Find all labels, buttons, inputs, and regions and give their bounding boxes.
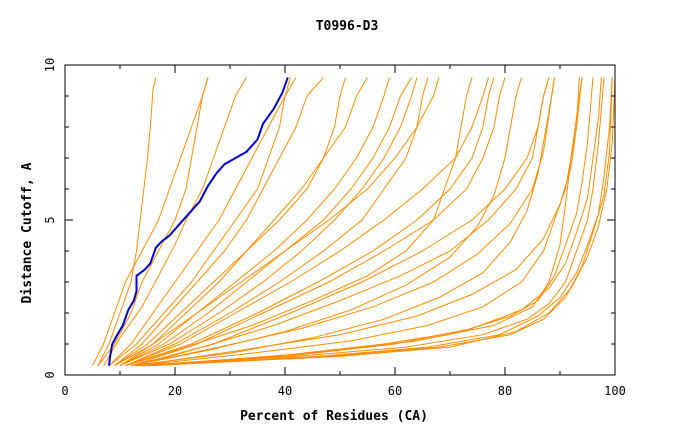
series-line-2 [92, 77, 209, 366]
series-line-7 [119, 77, 368, 367]
series-line-18 [147, 77, 583, 367]
series-line-26 [125, 77, 495, 367]
y-tick-label: 10 [43, 58, 57, 72]
series-line-20 [119, 77, 390, 367]
series-line-6 [114, 77, 324, 367]
y-axis-ticks: 0 5 10 [43, 58, 615, 379]
series-line-32 [130, 77, 555, 367]
series-line-16 [141, 77, 613, 367]
series-line-14 [136, 77, 594, 367]
series-curves [92, 77, 616, 367]
series-line-21 [130, 77, 506, 367]
x-tick-label: 40 [278, 384, 292, 398]
series-line-28 [147, 77, 613, 367]
series-line-24 [130, 77, 550, 367]
y-tick-label: 0 [43, 371, 57, 378]
x-tick-label: 20 [168, 384, 182, 398]
y-axis-label: Distance Cutoff, A [20, 162, 35, 303]
highlighted-series-line [108, 77, 289, 366]
series-line-8 [119, 77, 412, 367]
series-line-1 [97, 77, 157, 366]
chart-title: T0996-D3 [316, 19, 379, 34]
x-axis-label: Percent of Residues (CA) [240, 409, 428, 424]
series-line-23 [125, 77, 489, 367]
series-line-12 [130, 77, 555, 367]
series-line-9 [125, 77, 429, 367]
series-line-30 [114, 77, 440, 367]
series-line-4 [103, 77, 247, 366]
series-line-31 [136, 77, 580, 367]
series-line-25 [119, 77, 418, 367]
y-tick-label: 5 [43, 216, 57, 223]
plot-frame [64, 64, 616, 376]
series-line-10 [125, 77, 473, 367]
series-line-29 [108, 77, 291, 367]
series-line-15 [141, 77, 605, 367]
series-line-19 [114, 77, 346, 367]
x-tick-label: 100 [604, 384, 626, 398]
x-tick-label: 80 [498, 384, 512, 398]
x-axis-ticks: 0 20 40 60 80 100 [61, 65, 626, 398]
series-line-27 [141, 77, 602, 367]
x-tick-label: 60 [388, 384, 402, 398]
series-line-5 [108, 77, 297, 367]
series-line-3 [97, 77, 209, 367]
highlighted-series-group [108, 77, 289, 366]
x-tick-label: 0 [61, 384, 68, 398]
